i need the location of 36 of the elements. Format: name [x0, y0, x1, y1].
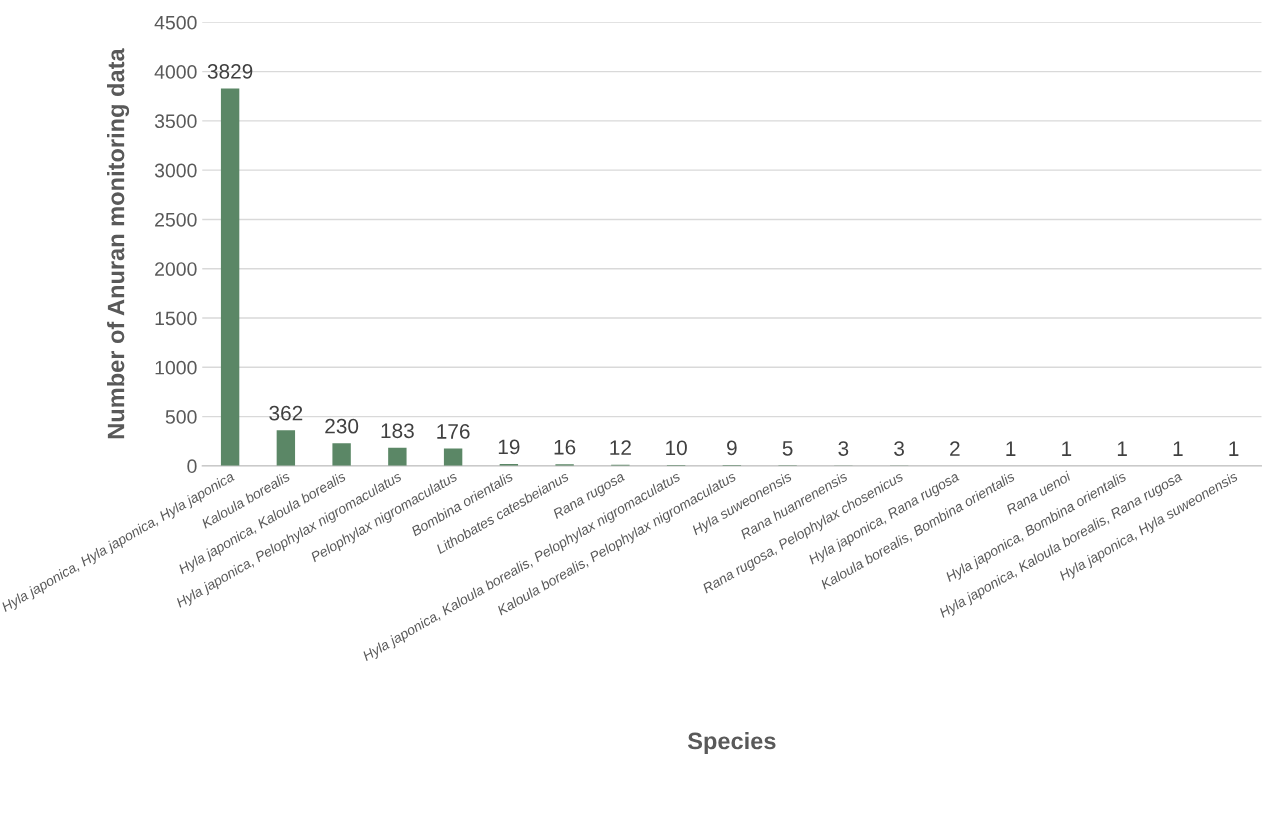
bar [388, 447, 407, 466]
y-tick-label: 3000 [154, 163, 197, 178]
bar [443, 448, 463, 466]
data-label: 230 [325, 418, 359, 434]
y-tick-label: 2500 [155, 212, 197, 227]
data-label: 19 [498, 439, 520, 455]
y-tick-label: 500 [165, 410, 197, 424]
data-label: 1 [1173, 441, 1183, 456]
bar [332, 443, 351, 466]
y-axis-title: Number of Anuran monitoring data [107, 48, 130, 439]
data-label: 176 [437, 424, 470, 439]
bar [276, 430, 296, 466]
data-label: 362 [269, 405, 303, 421]
data-label: 5 [782, 441, 793, 456]
y-tick-label: 3500 [154, 114, 197, 129]
y-tick-label: 0 [187, 459, 197, 474]
y-tick-label: 4000 [154, 65, 197, 79]
y-tick-label: 1000 [155, 360, 197, 375]
data-label: 183 [381, 423, 414, 439]
data-label: 1 [1229, 441, 1239, 456]
data-label: 3 [838, 441, 849, 456]
data-label: 2 [950, 441, 960, 456]
data-label: 9 [727, 440, 737, 456]
data-label: 1 [1117, 441, 1127, 456]
data-label: 3 [894, 441, 904, 456]
y-tick-label: 1500 [155, 311, 197, 326]
x-axis-title: Species [687, 732, 776, 755]
bar [220, 88, 240, 466]
data-label: 12 [610, 440, 631, 455]
y-tick-label: 4500 [154, 15, 197, 30]
data-label: 3829 [207, 64, 253, 79]
y-tick-label: 2000 [155, 262, 197, 276]
data-label: 1 [1006, 441, 1016, 456]
data-label: 16 [554, 439, 576, 455]
data-label: 10 [666, 440, 687, 456]
data-label: 1 [1062, 441, 1072, 456]
